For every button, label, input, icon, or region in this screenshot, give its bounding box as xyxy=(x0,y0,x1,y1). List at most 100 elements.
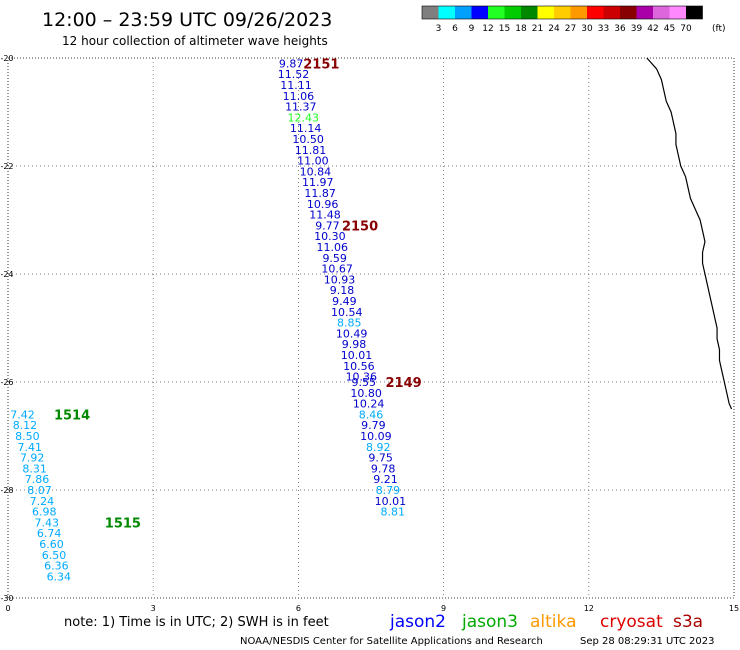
swh-data-label: 12.43 xyxy=(287,111,319,124)
satellite-legend: jason2 jason3 altika cryosat s3a xyxy=(389,612,703,632)
swh-data-label: 9.18 xyxy=(330,284,355,297)
swh-data-label: 8.31 xyxy=(22,462,47,475)
colorbar-swatch xyxy=(422,6,439,19)
swh-data-label: 11.00 xyxy=(297,155,329,168)
colorbar-swatch xyxy=(669,6,686,19)
swh-data-label: 6.60 xyxy=(39,538,64,551)
legend-item: s3a xyxy=(673,612,703,632)
swh-data-label: 11.06 xyxy=(317,241,349,254)
swh-data-label: 6.34 xyxy=(47,570,72,583)
colorbar-label: 30 xyxy=(581,24,593,34)
legend-item: cryosat xyxy=(600,612,663,632)
swh-data-label: 8.50 xyxy=(15,430,40,443)
colorbar-swatch xyxy=(686,6,703,19)
chart-subtitle: 12 hour collection of altimeter wave hei… xyxy=(62,34,328,48)
swh-data-label: 9.78 xyxy=(371,462,396,475)
swh-data-label: 10.01 xyxy=(341,349,373,362)
colorbar-label: 3 xyxy=(436,24,442,34)
pass-label: 2151 xyxy=(303,57,339,72)
swh-data-label: 7.24 xyxy=(30,495,55,508)
y-tick-label: -22 xyxy=(0,162,13,171)
coastline xyxy=(646,57,733,410)
plot-frame xyxy=(7,57,735,599)
swh-data-label: 8.81 xyxy=(381,506,406,519)
swh-data-label: 7.41 xyxy=(18,441,43,454)
y-tick-label: -20 xyxy=(0,54,13,63)
colorbar-swatch xyxy=(570,6,587,19)
colorbar-swatch xyxy=(587,6,604,19)
x-tick-label: 3 xyxy=(151,604,156,613)
colorbar-swatch xyxy=(455,6,472,19)
swh-data-label: 9.98 xyxy=(342,338,367,351)
colorbar-swatch xyxy=(636,6,653,19)
swh-data-label: 10.56 xyxy=(343,360,375,373)
swh-data-label: 8.85 xyxy=(337,317,362,330)
x-tick-label: 0 xyxy=(5,604,10,613)
swh-data-label: 9.77 xyxy=(315,219,340,232)
colorbar-label: 24 xyxy=(548,24,560,34)
legend-item: altika xyxy=(530,612,577,632)
swh-data-label: 10.36 xyxy=(346,371,378,384)
swh-data-label: 10.93 xyxy=(324,273,356,286)
swh-data-label: 11.97 xyxy=(302,176,334,189)
colorbar-swatch xyxy=(653,6,670,19)
swh-data-label: 7.43 xyxy=(34,516,59,529)
y-tick-label: -28 xyxy=(0,486,13,495)
colorbar-border xyxy=(421,5,703,20)
colorbar-swatch xyxy=(471,6,488,19)
colorbar-swatch xyxy=(488,6,505,19)
swh-data-label: 8.07 xyxy=(27,484,52,497)
footer-credit: NOAA/NESDIS Center for Satellite Applica… xyxy=(240,636,543,647)
colorbar-swatch xyxy=(504,6,521,19)
legend-item: jason2 xyxy=(389,612,446,632)
swh-data-label: 6.36 xyxy=(44,560,69,573)
swh-data-label: 9.75 xyxy=(368,452,393,465)
swh-data-label: 11.52 xyxy=(278,68,310,81)
swh-data-label: 11.48 xyxy=(309,209,341,222)
colorbar-swatch xyxy=(603,6,620,19)
swh-data-label: 10.49 xyxy=(336,327,368,340)
pass-label: 2150 xyxy=(342,219,378,234)
colorbar-label: 36 xyxy=(614,24,626,34)
swh-data-label: 9.55 xyxy=(351,376,376,389)
colorbar-swatch xyxy=(554,6,571,19)
colorbar-unit: (ft) xyxy=(712,24,726,34)
x-tick-label: 6 xyxy=(296,604,301,613)
colorbar-swatch xyxy=(620,6,637,19)
swh-data-label: 9.87 xyxy=(279,57,304,70)
swh-data-label: 10.67 xyxy=(321,263,353,276)
plot-area: 0 3 6 9 12 15 -20 -22 -24 -26 -28 -30 9.8711.5211.11… xyxy=(0,54,739,613)
swh-data-label: 7.42 xyxy=(10,408,35,421)
colorbar-label: 18 xyxy=(515,24,527,34)
swh-data-label: 9.49 xyxy=(332,295,357,308)
swh-data-label: 7.92 xyxy=(20,452,45,465)
swh-data-label: 8.79 xyxy=(376,484,401,497)
footer-note: note: 1) Time is in UTC; 2) SWH is in fe… xyxy=(64,615,329,630)
colorbar-label: 45 xyxy=(664,24,675,34)
y-tick-label: -24 xyxy=(0,270,13,279)
colorbar-label: 9 xyxy=(469,24,475,34)
swh-data-label: 9.59 xyxy=(322,252,347,265)
swh-data-label: 10.30 xyxy=(314,230,346,243)
swh-data-label: 11.14 xyxy=(290,122,322,135)
colorbar-swatch xyxy=(438,6,455,19)
colorbar-label: 33 xyxy=(598,24,609,34)
chart-title: 12:00 – 23:59 UTC 09/26/2023 xyxy=(42,9,332,31)
swh-data-label: 8.12 xyxy=(13,419,38,432)
swh-data-label: 11.06 xyxy=(283,90,315,103)
swh-data-label: 8.92 xyxy=(366,441,391,454)
colorbar-label: 12 xyxy=(482,24,493,34)
colorbar-label: 39 xyxy=(631,24,643,34)
swh-data-label: 11.11 xyxy=(280,79,312,92)
swh-data-label: 10.50 xyxy=(292,133,324,146)
swh-data-label: 6.50 xyxy=(42,549,67,562)
swh-data-label: 11.87 xyxy=(304,187,336,200)
swh-data-label: 10.54 xyxy=(331,306,363,319)
swh-data-label: 10.09 xyxy=(360,430,392,443)
swh-data-label: 9.21 xyxy=(373,473,398,486)
colorbar-label: 70 xyxy=(680,24,692,34)
swh-data-label: 10.96 xyxy=(307,198,339,211)
swh-data-label: 10.84 xyxy=(300,165,332,178)
swh-data-label: 6.74 xyxy=(37,527,62,540)
colorbar-label: 27 xyxy=(565,24,576,34)
